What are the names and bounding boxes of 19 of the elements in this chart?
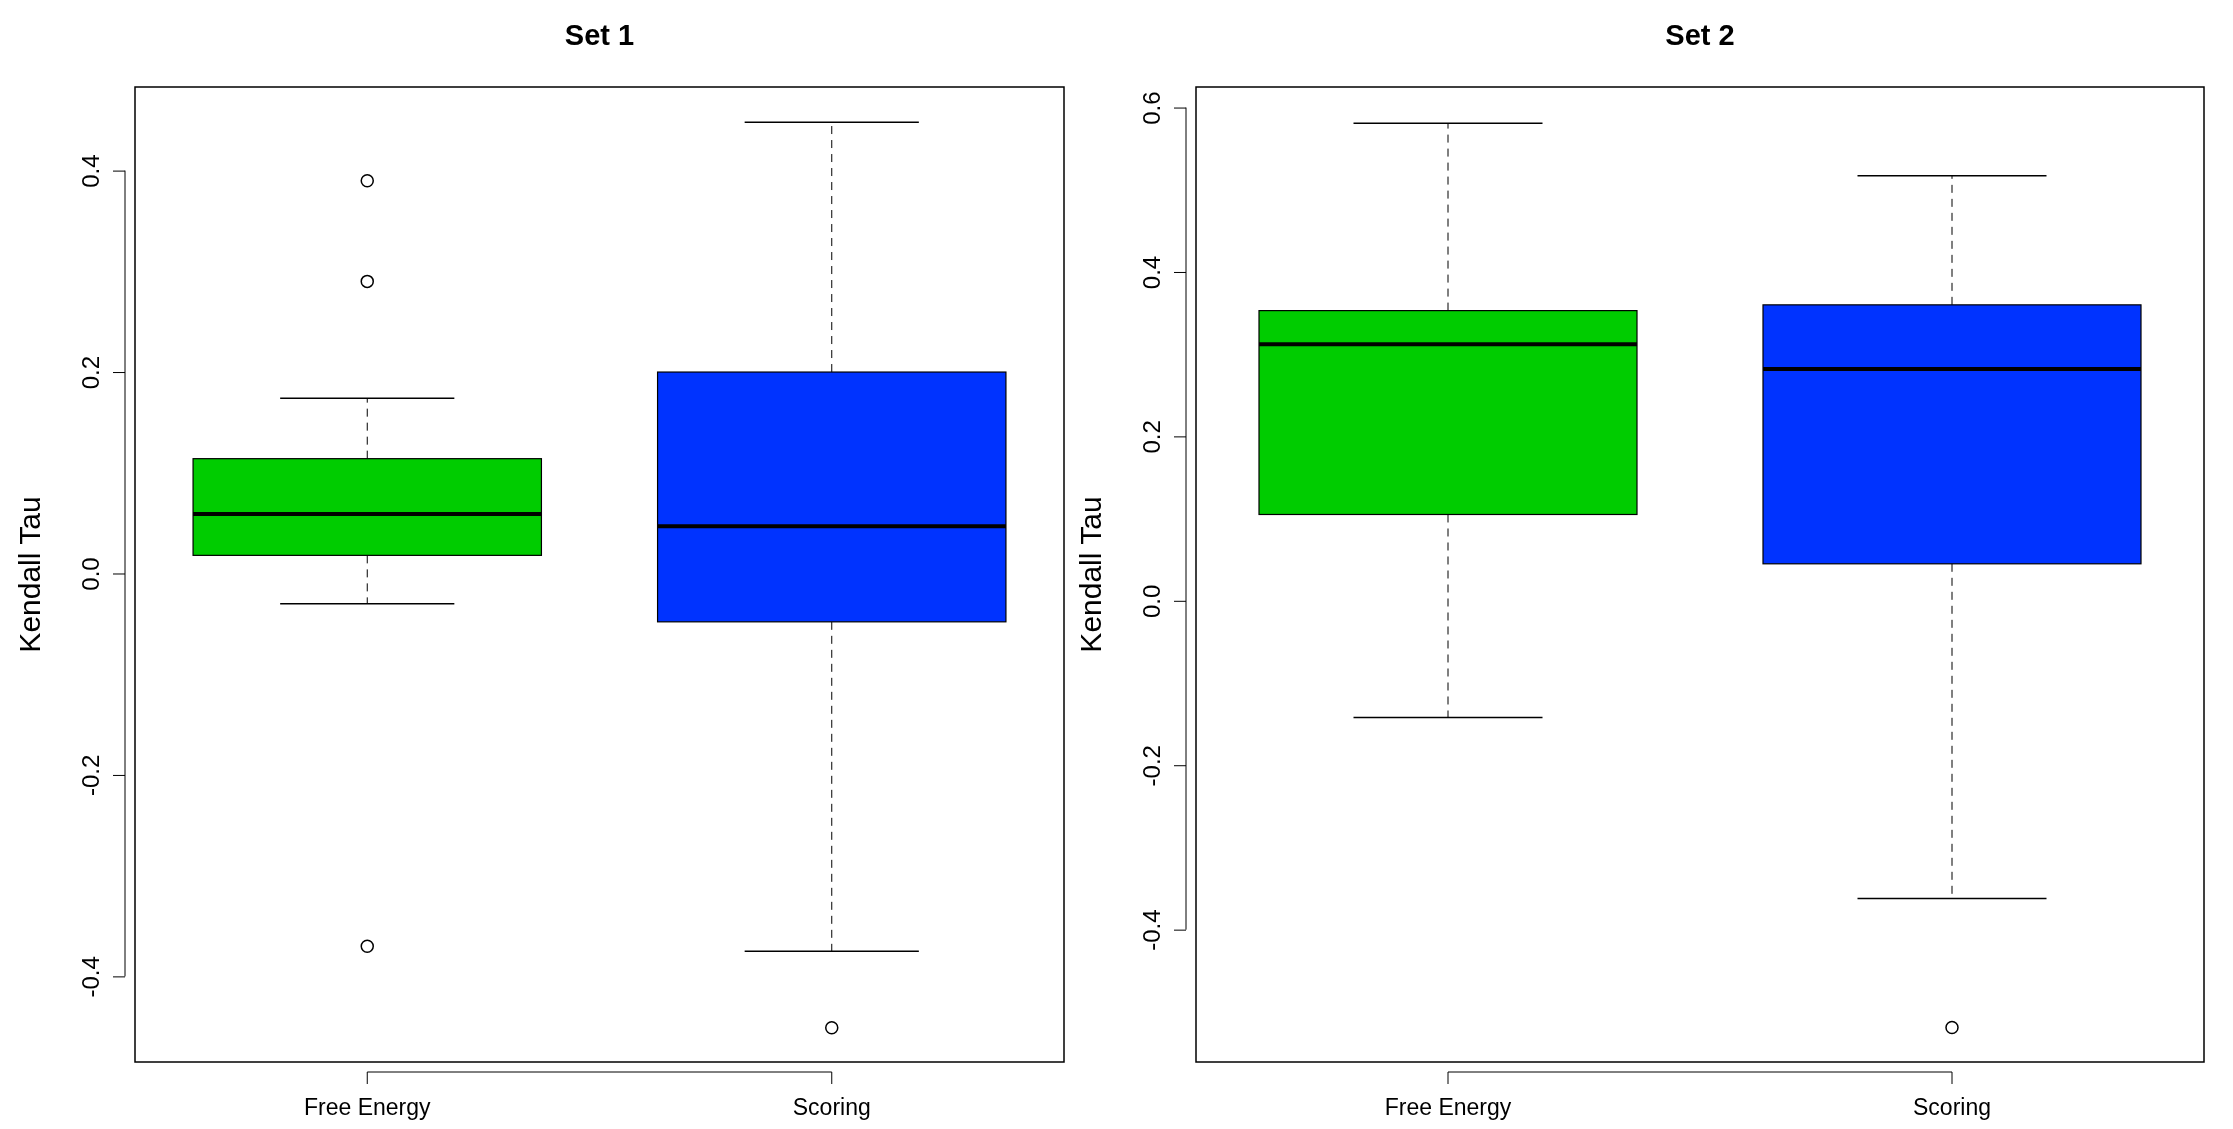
- y-tick-label: 0.6: [1138, 91, 1165, 125]
- y-tick-label: -0.4: [1138, 909, 1165, 951]
- y-tick-label: 0.2: [1138, 420, 1165, 454]
- x-tick-label: Scoring: [792, 1093, 871, 1120]
- y-tick-label: 0.4: [77, 154, 104, 188]
- x-tick-label: Scoring: [1913, 1093, 1991, 1120]
- y-tick-label: -0.4: [77, 956, 104, 998]
- x-tick-label: Free Energy: [1384, 1093, 1512, 1120]
- y-axis-title: Kendall Tau: [1074, 496, 1107, 653]
- y-tick-label: 0.4: [1138, 255, 1165, 290]
- y-tick-label: 0.2: [77, 355, 104, 390]
- y-tick-label: -0.2: [1138, 745, 1165, 787]
- y-tick-label: 0.0: [77, 557, 104, 591]
- chart-title: Set 2: [1665, 19, 1735, 51]
- chart-title: Set 1: [564, 19, 635, 51]
- y-axis-title: Kendall Tau: [13, 496, 46, 653]
- y-tick-label: -0.2: [77, 754, 104, 797]
- x-tick-label: Free Energy: [303, 1093, 432, 1120]
- y-tick-label: 0.0: [1138, 584, 1165, 618]
